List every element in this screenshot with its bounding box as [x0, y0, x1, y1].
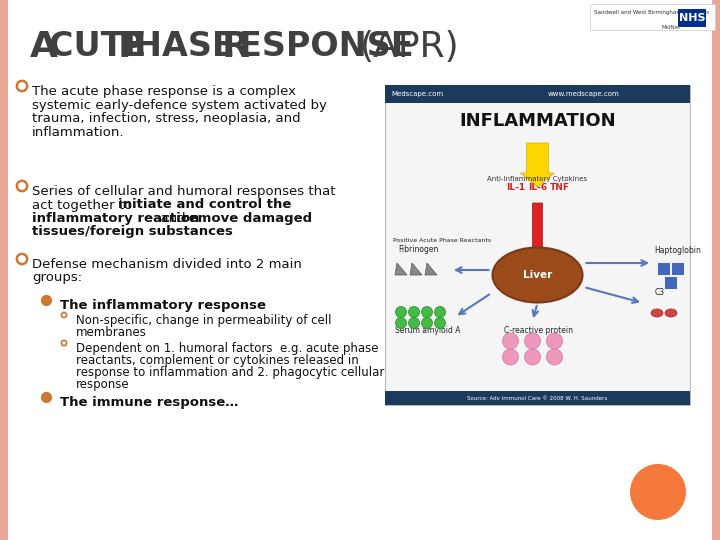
Bar — [672, 263, 684, 275]
Point — [40, 295, 52, 304]
Point — [17, 181, 28, 190]
Polygon shape — [425, 263, 437, 275]
Polygon shape — [410, 263, 422, 275]
Text: initiate and control the: initiate and control the — [118, 199, 292, 212]
Text: Positive Acute Phase Reactants: Positive Acute Phase Reactants — [393, 238, 491, 243]
Text: reactants, complement or cytokines released in: reactants, complement or cytokines relea… — [76, 354, 359, 367]
Text: P: P — [118, 30, 145, 64]
Text: remove damaged: remove damaged — [182, 212, 312, 225]
Bar — [385, 391, 690, 405]
Ellipse shape — [492, 247, 582, 302]
Circle shape — [524, 349, 541, 365]
Circle shape — [421, 307, 433, 318]
Text: Dependent on 1. humoral factors  e.g. acute phase: Dependent on 1. humoral factors e.g. acu… — [76, 342, 379, 355]
Circle shape — [408, 318, 420, 328]
Text: C3: C3 — [655, 288, 665, 297]
Circle shape — [395, 318, 407, 328]
Point — [17, 82, 28, 90]
Text: Defense mechanism divided into 2 main: Defense mechanism divided into 2 main — [32, 258, 302, 271]
Text: Non-specific, change in permeability of cell: Non-specific, change in permeability of … — [76, 314, 331, 327]
Bar — [658, 263, 670, 275]
Text: groups:: groups: — [32, 272, 82, 285]
Circle shape — [546, 349, 562, 365]
Text: www.medscape.com: www.medscape.com — [547, 91, 619, 97]
Text: (APR): (APR) — [360, 30, 459, 64]
Bar — [678, 9, 706, 27]
Text: NHS: NHS — [679, 13, 706, 23]
Text: CUTE: CUTE — [49, 30, 158, 63]
Circle shape — [630, 464, 686, 520]
FancyArrow shape — [528, 203, 546, 265]
Text: ESPONSE: ESPONSE — [239, 30, 426, 63]
Text: The inflammatory response: The inflammatory response — [60, 299, 266, 312]
Bar — [385, 85, 690, 405]
Text: Haptoglobin: Haptoglobin — [654, 246, 701, 255]
Text: Series of cellular and humoral responses that: Series of cellular and humoral responses… — [32, 185, 336, 198]
Polygon shape — [395, 263, 407, 275]
Ellipse shape — [651, 309, 663, 317]
Circle shape — [546, 333, 562, 349]
Text: systemic early-defence system activated by: systemic early-defence system activated … — [32, 98, 327, 111]
Bar — [385, 85, 690, 103]
Circle shape — [434, 318, 446, 328]
Ellipse shape — [665, 309, 677, 317]
Circle shape — [503, 349, 518, 365]
Point — [58, 339, 70, 347]
Bar — [0, 0, 8, 540]
Text: Serum amyloid A: Serum amyloid A — [395, 326, 461, 335]
Text: A: A — [30, 30, 58, 64]
Circle shape — [524, 333, 541, 349]
Circle shape — [503, 333, 518, 349]
Point — [58, 310, 70, 319]
Text: The acute phase response is a complex: The acute phase response is a complex — [32, 85, 296, 98]
Text: The immune response…: The immune response… — [60, 396, 238, 409]
Bar — [665, 277, 677, 289]
Text: Fibrinogen: Fibrinogen — [398, 245, 438, 254]
Text: MidNet: MidNet — [662, 25, 681, 30]
Text: IL-6: IL-6 — [528, 183, 547, 192]
Bar — [712, 0, 720, 540]
Circle shape — [434, 307, 446, 318]
FancyArrow shape — [521, 143, 554, 187]
Text: membranes: membranes — [76, 326, 147, 339]
Text: Medscape.com: Medscape.com — [391, 91, 443, 97]
Circle shape — [408, 307, 420, 318]
Text: inflammation.: inflammation. — [32, 125, 125, 138]
Text: Anti-Inflammatory Cytokines: Anti-Inflammatory Cytokines — [487, 176, 588, 182]
Text: Source: Adv Immunol Care © 2008 W. H. Saunders: Source: Adv Immunol Care © 2008 W. H. Sa… — [467, 395, 608, 401]
Point — [17, 255, 28, 264]
Text: Liver: Liver — [523, 270, 552, 280]
Text: TNF: TNF — [549, 183, 570, 192]
Text: R: R — [222, 30, 250, 64]
Text: act together to: act together to — [32, 199, 137, 212]
Text: trauma, infection, stress, neoplasia, and: trauma, infection, stress, neoplasia, an… — [32, 112, 301, 125]
Text: INFLAMMATION: INFLAMMATION — [459, 112, 616, 130]
Text: Sandwell and West Birmingham Hospitals: Sandwell and West Birmingham Hospitals — [594, 10, 709, 15]
Text: C-reactive protein: C-reactive protein — [505, 326, 574, 335]
Text: HASE: HASE — [134, 30, 246, 63]
Circle shape — [421, 318, 433, 328]
Text: tissues/foreign substances: tissues/foreign substances — [32, 226, 233, 239]
Bar — [590, 4, 715, 30]
Text: response: response — [76, 378, 130, 391]
Text: inflammatory reaction: inflammatory reaction — [32, 212, 199, 225]
Text: IL-1: IL-1 — [506, 183, 525, 192]
Circle shape — [395, 307, 407, 318]
Point — [40, 393, 52, 401]
Text: and: and — [152, 212, 190, 225]
Text: response to inflammation and 2. phagocytic cellular: response to inflammation and 2. phagocyt… — [76, 366, 384, 379]
